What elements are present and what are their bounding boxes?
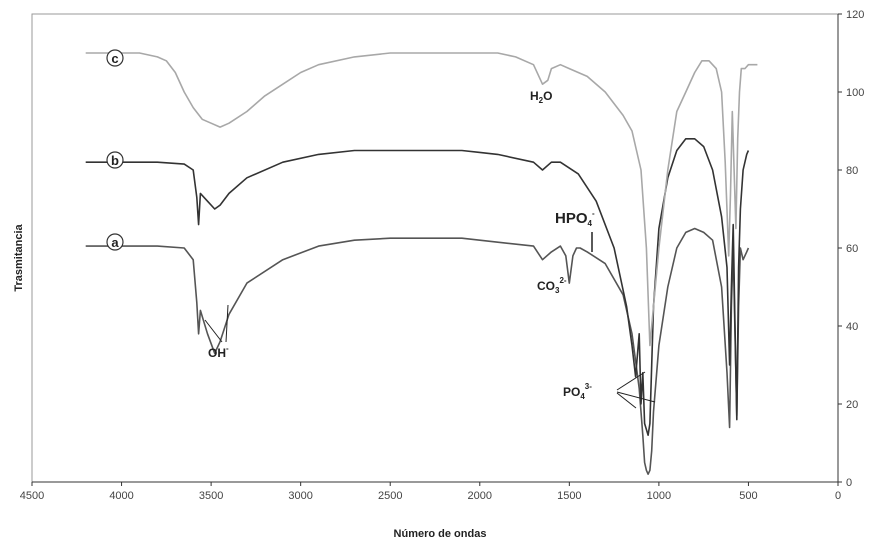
x-tick-label: 0 xyxy=(835,490,841,502)
oh-label-sup: - xyxy=(226,344,229,353)
series-label-b: b xyxy=(106,151,124,169)
oh-leader-2 xyxy=(225,304,229,343)
y-tick-label: 100 xyxy=(846,87,864,99)
po4-leader-3 xyxy=(616,392,637,409)
series-label-b-circle xyxy=(106,151,124,169)
oh-label: OH- xyxy=(208,344,229,360)
y-tick-label: 80 xyxy=(846,165,858,177)
h2o-label-h: H xyxy=(530,89,539,103)
x-tick-label: 4500 xyxy=(20,490,44,502)
series-line-c xyxy=(85,52,758,347)
x-tick-label: 1000 xyxy=(647,490,671,502)
oh-label-text: OH xyxy=(208,346,226,360)
x-axis-ticks: 4500 4000 3500 3000 2500 2000 1500 1000 500 0 xyxy=(20,482,841,502)
h2o-label-sub: 2 xyxy=(539,96,544,105)
x-tick-label: 3500 xyxy=(199,490,223,502)
po4-leader-1 xyxy=(616,371,646,391)
co3-label-sup: 2- xyxy=(559,276,566,285)
x-tick-label: 1500 xyxy=(557,490,581,502)
po4-label-sub: 4 xyxy=(580,392,585,401)
x-tick-label: 4000 xyxy=(109,490,133,502)
hpo4-label-sup: - xyxy=(592,209,595,218)
y-tick-label: 40 xyxy=(846,321,858,333)
series-label-c-circle xyxy=(106,49,124,67)
co3-label: CO32- xyxy=(537,276,567,295)
po4-label-sup: 3- xyxy=(585,382,592,391)
series-label-b-text: b xyxy=(111,153,119,168)
h2o-label-o: O xyxy=(543,89,552,103)
x-tick-label: 3000 xyxy=(288,490,312,502)
x-tick-label: 2500 xyxy=(378,490,402,502)
co3-label-text: CO xyxy=(537,279,555,293)
y-tick-label: 120 xyxy=(846,9,864,21)
po4-label: PO43- xyxy=(563,382,592,401)
y-tick-label: 0 xyxy=(846,477,852,489)
series-label-c: c xyxy=(106,49,124,67)
hpo4-label: HPO4- xyxy=(555,209,595,228)
y-tick-label: 60 xyxy=(846,243,858,255)
po4-leader-2 xyxy=(616,391,656,403)
h2o-label: H2O xyxy=(530,89,552,105)
series-label-a-text: a xyxy=(111,235,119,250)
oh-leader-1 xyxy=(204,319,223,343)
po4-label-text: PO xyxy=(563,385,580,399)
x-tick-label: 500 xyxy=(739,490,757,502)
y-axis-title: Trasmitancia xyxy=(13,223,25,291)
y-axis-ticks: 0 20 40 60 80 100 120 xyxy=(838,9,864,489)
hpo4-label-sub: 4 xyxy=(588,219,593,228)
series-label-a: a xyxy=(106,233,124,251)
y-tick-label: 20 xyxy=(846,399,858,411)
hpo4-label-text: HPO xyxy=(555,210,588,227)
co3-label-sub: 3 xyxy=(555,286,560,295)
series-label-c-text: c xyxy=(111,51,118,66)
x-tick-label: 2000 xyxy=(468,490,492,502)
series-line-b xyxy=(85,138,750,437)
x-axis-title: Número de ondas xyxy=(394,528,487,540)
series-label-a-circle xyxy=(106,233,124,251)
